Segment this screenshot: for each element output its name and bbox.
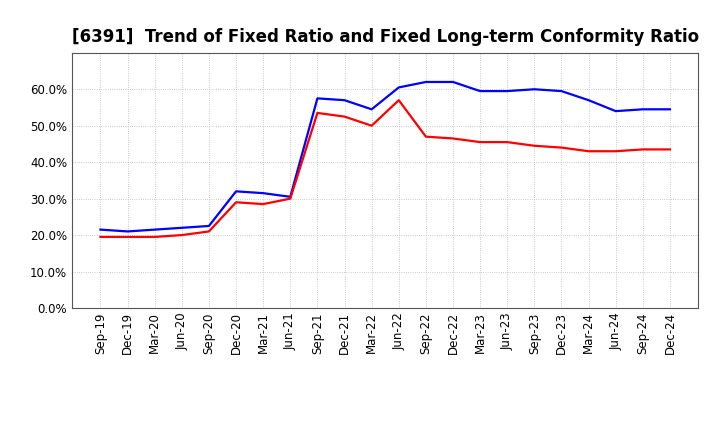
- Fixed Ratio: [341, 98, 349, 103]
- Fixed Long-term Conformity Ratio: [584, 149, 593, 154]
- Title: [6391]  Trend of Fixed Ratio and Fixed Long-term Conformity Ratio: [6391] Trend of Fixed Ratio and Fixed Lo…: [71, 28, 699, 46]
- Fixed Ratio: [150, 227, 159, 232]
- Fixed Long-term Conformity Ratio: [204, 229, 213, 234]
- Fixed Long-term Conformity Ratio: [341, 114, 349, 119]
- Fixed Long-term Conformity Ratio: [449, 136, 457, 141]
- Fixed Ratio: [665, 106, 674, 112]
- Fixed Ratio: [395, 85, 403, 90]
- Fixed Long-term Conformity Ratio: [232, 200, 240, 205]
- Fixed Long-term Conformity Ratio: [530, 143, 539, 148]
- Fixed Long-term Conformity Ratio: [665, 147, 674, 152]
- Fixed Long-term Conformity Ratio: [150, 234, 159, 239]
- Line: Fixed Ratio: Fixed Ratio: [101, 82, 670, 231]
- Fixed Ratio: [421, 79, 430, 84]
- Fixed Long-term Conformity Ratio: [313, 110, 322, 116]
- Fixed Ratio: [286, 194, 294, 199]
- Fixed Long-term Conformity Ratio: [557, 145, 566, 150]
- Fixed Ratio: [476, 88, 485, 94]
- Fixed Ratio: [96, 227, 105, 232]
- Fixed Long-term Conformity Ratio: [395, 98, 403, 103]
- Fixed Long-term Conformity Ratio: [286, 196, 294, 201]
- Fixed Long-term Conformity Ratio: [611, 149, 620, 154]
- Fixed Long-term Conformity Ratio: [367, 123, 376, 128]
- Fixed Ratio: [178, 225, 186, 231]
- Fixed Ratio: [313, 96, 322, 101]
- Fixed Ratio: [584, 98, 593, 103]
- Fixed Long-term Conformity Ratio: [503, 139, 511, 145]
- Fixed Long-term Conformity Ratio: [123, 234, 132, 239]
- Fixed Ratio: [259, 191, 268, 196]
- Fixed Long-term Conformity Ratio: [639, 147, 647, 152]
- Fixed Ratio: [639, 106, 647, 112]
- Fixed Ratio: [611, 109, 620, 114]
- Line: Fixed Long-term Conformity Ratio: Fixed Long-term Conformity Ratio: [101, 100, 670, 237]
- Fixed Ratio: [232, 189, 240, 194]
- Fixed Ratio: [449, 79, 457, 84]
- Fixed Ratio: [503, 88, 511, 94]
- Fixed Ratio: [123, 229, 132, 234]
- Fixed Ratio: [204, 224, 213, 229]
- Fixed Long-term Conformity Ratio: [259, 202, 268, 207]
- Fixed Long-term Conformity Ratio: [421, 134, 430, 139]
- Fixed Long-term Conformity Ratio: [476, 139, 485, 145]
- Fixed Ratio: [367, 106, 376, 112]
- Fixed Ratio: [530, 87, 539, 92]
- Fixed Ratio: [557, 88, 566, 94]
- Fixed Long-term Conformity Ratio: [96, 234, 105, 239]
- Fixed Long-term Conformity Ratio: [178, 232, 186, 238]
